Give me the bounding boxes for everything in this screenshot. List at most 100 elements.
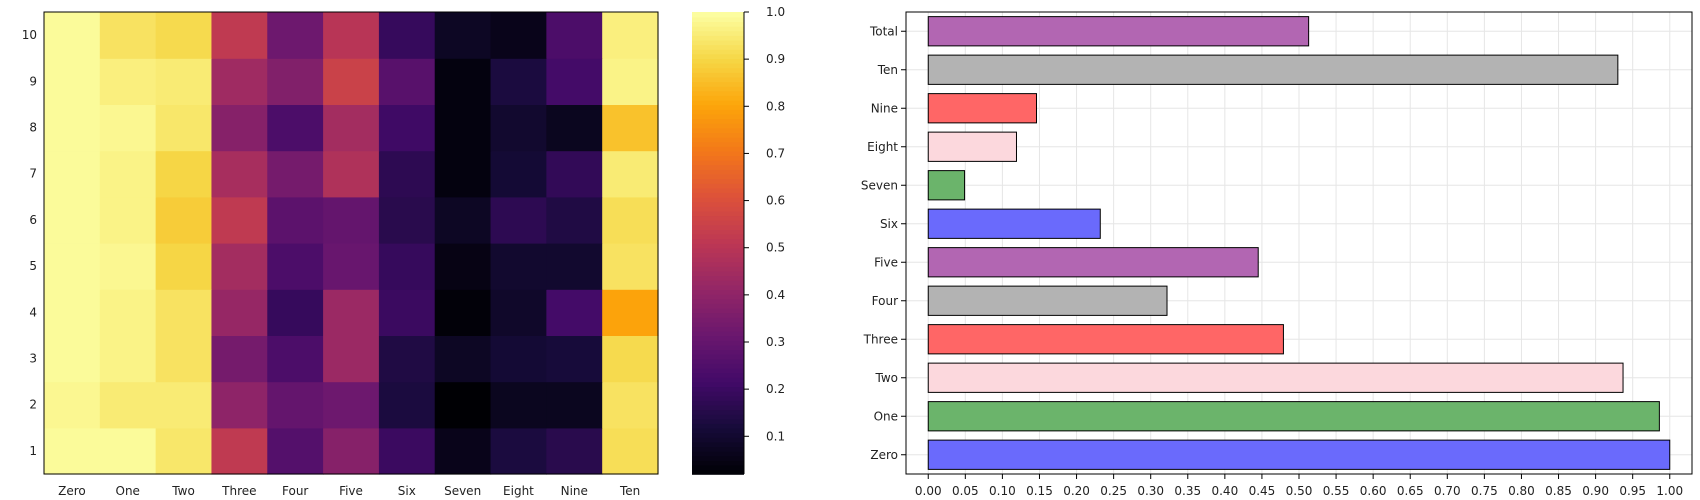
heatmap-x-tick-label: Zero [58, 484, 86, 498]
colorbar-segment [692, 206, 744, 212]
heatmap-cell [378, 243, 436, 290]
heatmap-cell [490, 427, 547, 475]
colorbar-segment [692, 58, 744, 64]
heatmap-cell [155, 289, 213, 336]
colorbar-segment [692, 266, 744, 272]
bar-three [927, 324, 1284, 355]
colorbar-segment [692, 413, 744, 420]
heatmap-cell [211, 58, 268, 105]
bar-total [927, 16, 1310, 47]
heatmap-cell [378, 104, 436, 152]
colorbar-segment [692, 132, 744, 138]
colorbar-segment [692, 12, 744, 18]
colorbar-segment [692, 353, 744, 360]
colorbar-segment [692, 210, 744, 217]
heatmap-cell [323, 150, 380, 198]
colorbar-segment [692, 247, 744, 254]
colorbar-segment [692, 67, 744, 73]
heatmap-cell [490, 104, 547, 152]
colorbar-segment [692, 303, 744, 309]
heatmap-cell [546, 427, 603, 475]
colorbar-segment [692, 432, 744, 438]
heatmap-cell [378, 196, 436, 244]
bar-x-tick-label: 0.80 [1508, 484, 1535, 498]
heatmap-cell [211, 104, 268, 152]
heatmap-cell [44, 243, 101, 290]
heatmap-cell [378, 58, 436, 105]
colorbar-segment [692, 386, 744, 392]
heatmap-cell [490, 196, 547, 244]
colorbar-tick-label: 0.7 [766, 146, 785, 160]
heatmap-cell [602, 12, 659, 59]
colorbar-segment [692, 261, 744, 267]
heatmap-cell [378, 427, 436, 475]
heatmap-cell [267, 58, 324, 105]
heatmap-cell [99, 381, 157, 429]
colorbar-segment [692, 81, 744, 87]
heatmap-cell [211, 243, 268, 290]
colorbar-segment [692, 95, 744, 101]
heatmap-frame [43, 11, 659, 475]
heatmap-cell [490, 335, 547, 383]
heatmap-cell [378, 335, 436, 383]
colorbar-segment [692, 196, 744, 203]
heatmap-cell [155, 150, 213, 198]
colorbar-segment [692, 316, 744, 323]
colorbar-segment [692, 127, 744, 133]
heatmap-cell [602, 243, 659, 290]
heatmap-cell [155, 58, 213, 105]
colorbar-segment [692, 136, 744, 143]
bar-x-tick-label: 0.70 [1434, 484, 1461, 498]
heatmap-y-tick-label: 8 [29, 121, 37, 135]
colorbar-segment [692, 39, 744, 46]
colorbar-segment [692, 85, 744, 92]
heatmap-cell [211, 12, 268, 59]
bar-seven [927, 170, 966, 201]
colorbar-segment [692, 155, 744, 161]
colorbar-segment [692, 35, 744, 41]
colorbar-segment [692, 16, 744, 23]
heatmap-cell [323, 12, 380, 59]
heatmap-cell [99, 104, 157, 152]
heatmap-cell [490, 243, 547, 290]
colorbar-segment [692, 460, 744, 466]
heatmap-x-tick-label: Nine [561, 484, 588, 498]
heatmap-cell [155, 335, 213, 383]
heatmap-cell [490, 150, 547, 198]
colorbar-segment [692, 400, 744, 406]
colorbar-segment [692, 464, 744, 471]
bar-x-tick-label: 0.10 [989, 484, 1016, 498]
heatmap-cell [323, 196, 380, 244]
heatmap-cell [490, 289, 547, 336]
heatmap-cell [434, 381, 492, 429]
heatmap-cell [490, 12, 547, 59]
heatmap-cell [44, 104, 101, 152]
heatmap-y-tick-label: 3 [29, 352, 37, 366]
colorbar-segment [692, 21, 744, 27]
colorbar-segment [692, 72, 744, 78]
colorbar-segment [692, 229, 744, 235]
bar-x-tick-label: 0.35 [1174, 484, 1201, 498]
heatmap-cell [602, 58, 659, 105]
colorbar-segment [692, 326, 744, 332]
colorbar-segment [692, 48, 744, 55]
heatmap-cell [44, 150, 101, 198]
heatmap-cell [546, 335, 603, 383]
heatmap-x-tick-label: One [116, 484, 140, 498]
bar-x-tick-label: 0.50 [1286, 484, 1313, 498]
colorbar-tick-label: 0.9 [766, 52, 785, 66]
heatmap-x-tick-label: Two [171, 484, 195, 498]
colorbar-segment [692, 390, 744, 397]
heatmap-cell [155, 196, 213, 244]
heatmap-cell [323, 58, 380, 105]
colorbar-tick-label: 0.2 [766, 382, 785, 396]
colorbar-segment [692, 284, 744, 290]
colorbar-segment [692, 238, 744, 244]
heatmap-cell [323, 381, 380, 429]
colorbar-segment [692, 330, 744, 337]
heatmap-cell [434, 150, 492, 198]
heatmap-cell [434, 335, 492, 383]
colorbar-segment [692, 169, 744, 175]
heatmap-cell [602, 427, 659, 475]
heatmap-cell [490, 58, 547, 105]
